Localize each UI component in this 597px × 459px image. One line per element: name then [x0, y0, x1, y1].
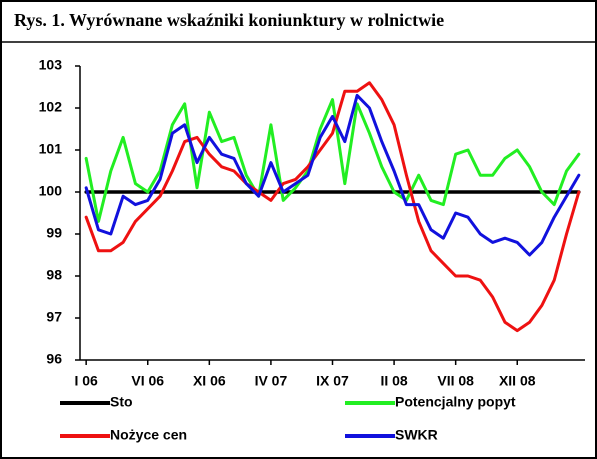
y-tick-label: 102	[39, 99, 63, 115]
series-line	[84, 93, 581, 257]
legend-label: Nożyce cen	[110, 427, 187, 443]
y-tick-label: 98	[46, 267, 62, 283]
y-tick-label: 97	[46, 309, 62, 325]
legend-label: Sto	[110, 394, 133, 410]
y-tick-label: 96	[46, 351, 62, 367]
x-tick-label: VII 08	[437, 373, 474, 389]
x-tick-label: I 06	[74, 373, 98, 389]
x-tick-label: IV 07	[255, 373, 288, 389]
y-tick-label: 99	[46, 225, 62, 241]
legend-label: Potencjalny popyt	[395, 394, 516, 410]
x-tick-label: XI 06	[193, 373, 226, 389]
legend-label: SWKR	[395, 427, 438, 443]
series-line	[84, 81, 581, 333]
x-tick-label: IX 07	[316, 373, 349, 389]
x-tick-label: XII 08	[499, 373, 536, 389]
chart-title: Rys. 1. Wyrównane wskaźniki koniunktury …	[14, 10, 444, 30]
x-tick-label: VI 06	[131, 373, 164, 389]
y-tick-label: 101	[39, 141, 63, 157]
x-tick-label: II 08	[380, 373, 407, 389]
series-line	[84, 98, 581, 223]
y-tick-label: 103	[39, 57, 63, 73]
y-tick-label: 100	[39, 183, 63, 199]
